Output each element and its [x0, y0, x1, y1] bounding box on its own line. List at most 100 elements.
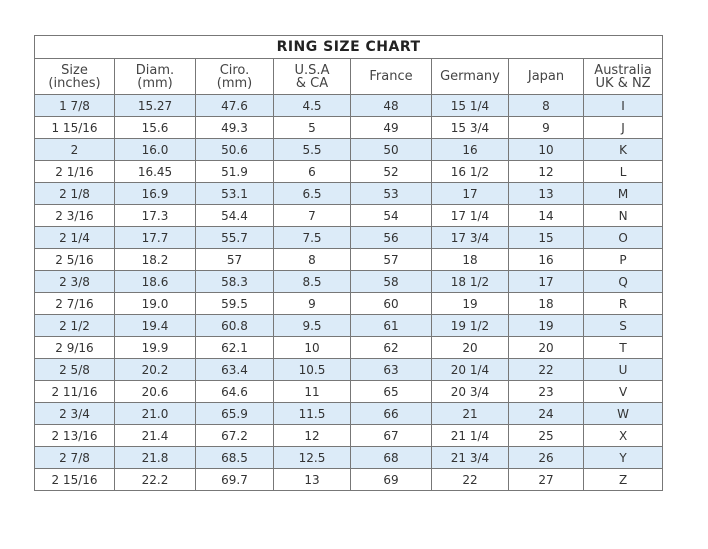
- table-cell: 11.5: [273, 402, 351, 425]
- column-header-line: Japan: [527, 69, 565, 84]
- table-cell: 18.2: [114, 248, 196, 271]
- table-cell: 53.1: [195, 182, 274, 205]
- table-cell: 56: [350, 226, 432, 249]
- table-cell: 65.9: [195, 402, 274, 425]
- table-cell: 2 3/4: [34, 402, 115, 425]
- table-cell: 10: [273, 336, 351, 359]
- table-cell: 50.6: [195, 138, 274, 161]
- column-header-line: Australia: [594, 62, 652, 78]
- table-row: 2 5/16 18.2 57 8 57 18 16 P: [34, 248, 664, 271]
- table-cell: 27: [508, 468, 584, 491]
- table-cell: 22: [508, 358, 584, 381]
- table-cell: 55.7: [195, 226, 274, 249]
- table-cell: 18.6: [114, 270, 196, 293]
- table-cell: Q: [582, 270, 664, 293]
- table-cell: 20 1/4: [431, 358, 509, 381]
- table-cell: 7: [273, 204, 351, 227]
- table-cell: 2 7/8: [34, 446, 115, 469]
- table-cell: 21.8: [114, 446, 196, 469]
- table-row: 2 1/2 19.4 60.8 9.5 61 19 1/2 19 S: [34, 314, 664, 337]
- ring-size-table: RING SIZE CHART Size (inches) Diam. (mm) Cir…: [33, 35, 664, 491]
- table-cell: 2 1/2: [34, 314, 115, 337]
- table-row: 2 1/4 17.7 55.7 7.5 56 17 3/4 15 O: [34, 226, 664, 249]
- table-cell: 53: [350, 182, 432, 205]
- table-cell: 69: [350, 468, 432, 491]
- table-cell: 18: [431, 248, 509, 271]
- table-cell: 2: [34, 138, 115, 161]
- table-row: 2 15/16 22.2 69.7 13 69 22 27 Z: [34, 468, 664, 491]
- table-cell: 51.9: [195, 160, 274, 183]
- table-cell: 8.5: [273, 270, 351, 293]
- table-cell: 8: [508, 94, 584, 117]
- table-cell: 2 5/8: [34, 358, 115, 381]
- table-cell: 12: [508, 160, 584, 183]
- table-row: 2 13/16 21.4 67.2 12 67 21 1/4 25 X: [34, 424, 664, 447]
- table-row: 2 7/16 19.0 59.5 9 60 19 18 R: [34, 292, 664, 315]
- table-row: 2 1/16 16.45 51.9 6 52 16 1/2 12 L: [34, 160, 664, 183]
- table-cell: 64.6: [195, 380, 274, 403]
- table-cell: 17: [508, 270, 584, 293]
- table-cell: 1 15/16: [34, 116, 115, 139]
- table-cell: 8: [273, 248, 351, 271]
- table-body: 1 7/8 15.27 47.6 4.5 48 15 1/4 8 I 1 15/16 15.6 49…: [34, 94, 664, 491]
- table-cell: 54: [350, 204, 432, 227]
- table-cell: 16.0: [114, 138, 196, 161]
- table-cell: I: [582, 94, 664, 117]
- table-cell: 48: [350, 94, 432, 117]
- table-cell: 2 1/4: [34, 226, 115, 249]
- column-header: U.S.A & CA: [273, 58, 351, 95]
- table-cell: 50: [350, 138, 432, 161]
- table-cell: 2 3/8: [34, 270, 115, 293]
- table-cell: 63.4: [195, 358, 274, 381]
- table-cell: 19.9: [114, 336, 196, 359]
- table-title: RING SIZE CHART: [33, 35, 664, 59]
- column-header: Australia UK & NZ: [582, 58, 664, 95]
- table-cell: O: [582, 226, 664, 249]
- header-row: Size (inches) Diam. (mm) Ciro. (mm) U.S.A & CA F…: [34, 58, 664, 95]
- table-row: 2 3/16 17.3 54.4 7 54 17 1/4 14 N: [34, 204, 664, 227]
- table-cell: 19.4: [114, 314, 196, 337]
- table-row: 2 7/8 21.8 68.5 12.5 68 21 3/4 26 Y: [34, 446, 664, 469]
- column-header-line: (inches): [48, 75, 101, 91]
- table-cell: 16: [431, 138, 509, 161]
- table-cell: 12: [273, 424, 351, 447]
- table-cell: 22.2: [114, 468, 196, 491]
- table-cell: 17.7: [114, 226, 196, 249]
- column-header-line: (mm): [137, 75, 173, 91]
- table-cell: 57: [195, 248, 274, 271]
- table-cell: M: [582, 182, 664, 205]
- column-header: Japan: [508, 58, 584, 95]
- table-cell: 2 1/8: [34, 182, 115, 205]
- table-cell: 2 13/16: [34, 424, 115, 447]
- table-cell: 21.0: [114, 402, 196, 425]
- table-cell: 24: [508, 402, 584, 425]
- table-cell: J: [582, 116, 664, 139]
- table-cell: P: [582, 248, 664, 271]
- table-cell: 26: [508, 446, 584, 469]
- table-row: 2 1/8 16.9 53.1 6.5 53 17 13 M: [34, 182, 664, 205]
- table-cell: 13: [273, 468, 351, 491]
- table-cell: 20: [431, 336, 509, 359]
- table-cell: 10.5: [273, 358, 351, 381]
- table-cell: 62.1: [195, 336, 274, 359]
- table-cell: U: [582, 358, 664, 381]
- table-cell: 1 7/8: [34, 94, 115, 117]
- table-cell: 21 1/4: [431, 424, 509, 447]
- table-cell: 2 9/16: [34, 336, 115, 359]
- table-cell: 9: [273, 292, 351, 315]
- table-row: 1 15/16 15.6 49.3 5 49 15 3/4 9 J: [34, 116, 664, 139]
- table-cell: 16.9: [114, 182, 196, 205]
- table-cell: 63: [350, 358, 432, 381]
- table-cell: 67: [350, 424, 432, 447]
- table-cell: 2 15/16: [34, 468, 115, 491]
- table-cell: L: [582, 160, 664, 183]
- table-cell: 15 3/4: [431, 116, 509, 139]
- table-cell: 4.5: [273, 94, 351, 117]
- column-header: Diam. (mm): [114, 58, 196, 95]
- table-cell: 66: [350, 402, 432, 425]
- table-cell: 23: [508, 380, 584, 403]
- table-cell: 58: [350, 270, 432, 293]
- table-cell: 20.6: [114, 380, 196, 403]
- table-cell: 20 3/4: [431, 380, 509, 403]
- table-cell: 6.5: [273, 182, 351, 205]
